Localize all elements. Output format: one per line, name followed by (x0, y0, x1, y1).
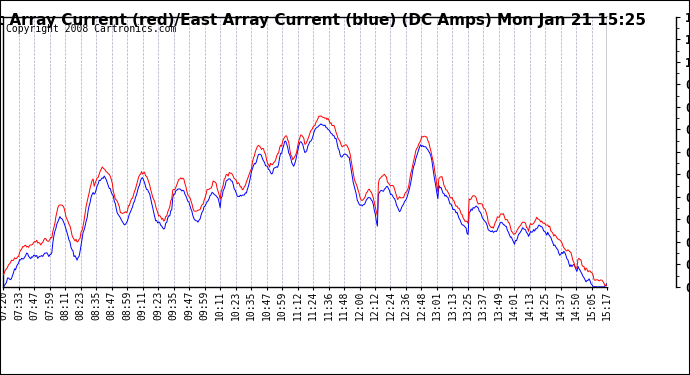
Text: West Array Current (red)/East Array Current (blue) (DC Amps) Mon Jan 21 15:25: West Array Current (red)/East Array Curr… (0, 13, 646, 28)
Text: Copyright 2008 Cartronics.com: Copyright 2008 Cartronics.com (6, 24, 177, 34)
